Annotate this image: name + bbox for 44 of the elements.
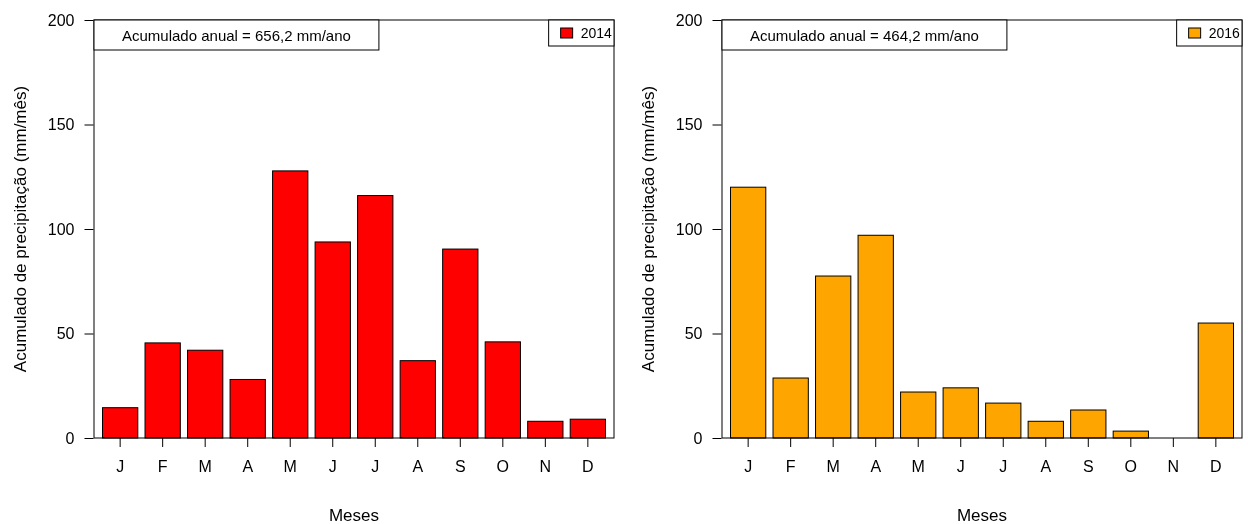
x-axis-title: Meses — [956, 506, 1008, 524]
x-tick-label: N — [1167, 458, 1180, 476]
y-tick-label: 100 — [675, 220, 703, 238]
y-tick-label: 0 — [693, 429, 703, 447]
y-tick-label: 150 — [47, 116, 75, 134]
annotation-box: Acumulado anual = 656,2 mm/ano — [93, 19, 380, 51]
x-axis-title: Meses — [328, 506, 380, 524]
x-tick-label: D — [582, 458, 594, 476]
x-tick-label: J — [328, 458, 337, 476]
x-tick-label: M — [198, 458, 212, 476]
legend-label: 2016 — [1208, 25, 1240, 41]
y-tick-label: 50 — [684, 325, 703, 343]
x-tick-label: N — [539, 458, 552, 476]
x-tick-label: J — [956, 458, 965, 476]
x-tick-label: J — [116, 458, 125, 476]
x-tick-label: M — [826, 458, 840, 476]
annotation-box: Acumulado anual = 464,2 mm/ano — [721, 19, 1008, 51]
y-axis-title: Acumulado de precipitação (mm/mês) — [639, 85, 658, 373]
x-tick-label: A — [870, 458, 882, 476]
x-tick-label: J — [371, 458, 380, 476]
annotation: Acumulado anual = 656,2 mm/ano — [122, 27, 351, 44]
x-tick-label: A — [242, 458, 254, 476]
y-tick-label: 100 — [47, 220, 75, 238]
y-tick-label: 200 — [47, 11, 75, 29]
y-tick-label: 150 — [675, 116, 703, 134]
x-tick-label: S — [1082, 458, 1094, 476]
x-tick-label: M — [283, 458, 297, 476]
x-tick-label: A — [1040, 458, 1052, 476]
y-tick-label: 50 — [56, 325, 75, 343]
y-tick-label: 200 — [675, 11, 703, 29]
x-tick-label: S — [454, 458, 466, 476]
annotation: Acumulado anual = 464,2 mm/ano — [750, 27, 979, 44]
x-tick-label: J — [744, 458, 753, 476]
x-tick-label: F — [785, 458, 796, 476]
x-tick-label: F — [157, 458, 168, 476]
x-tick-label: A — [412, 458, 424, 476]
legend-label: 2014 — [580, 25, 612, 41]
x-tick-label: J — [999, 458, 1008, 476]
x-tick-label: M — [911, 458, 925, 476]
y-axis-title: Acumulado de precipitação (mm/mês) — [11, 85, 30, 373]
x-tick-label: D — [1210, 458, 1222, 476]
y-tick-label: 0 — [65, 429, 75, 447]
x-tick-label: O — [1124, 458, 1138, 476]
x-tick-label: O — [496, 458, 510, 476]
